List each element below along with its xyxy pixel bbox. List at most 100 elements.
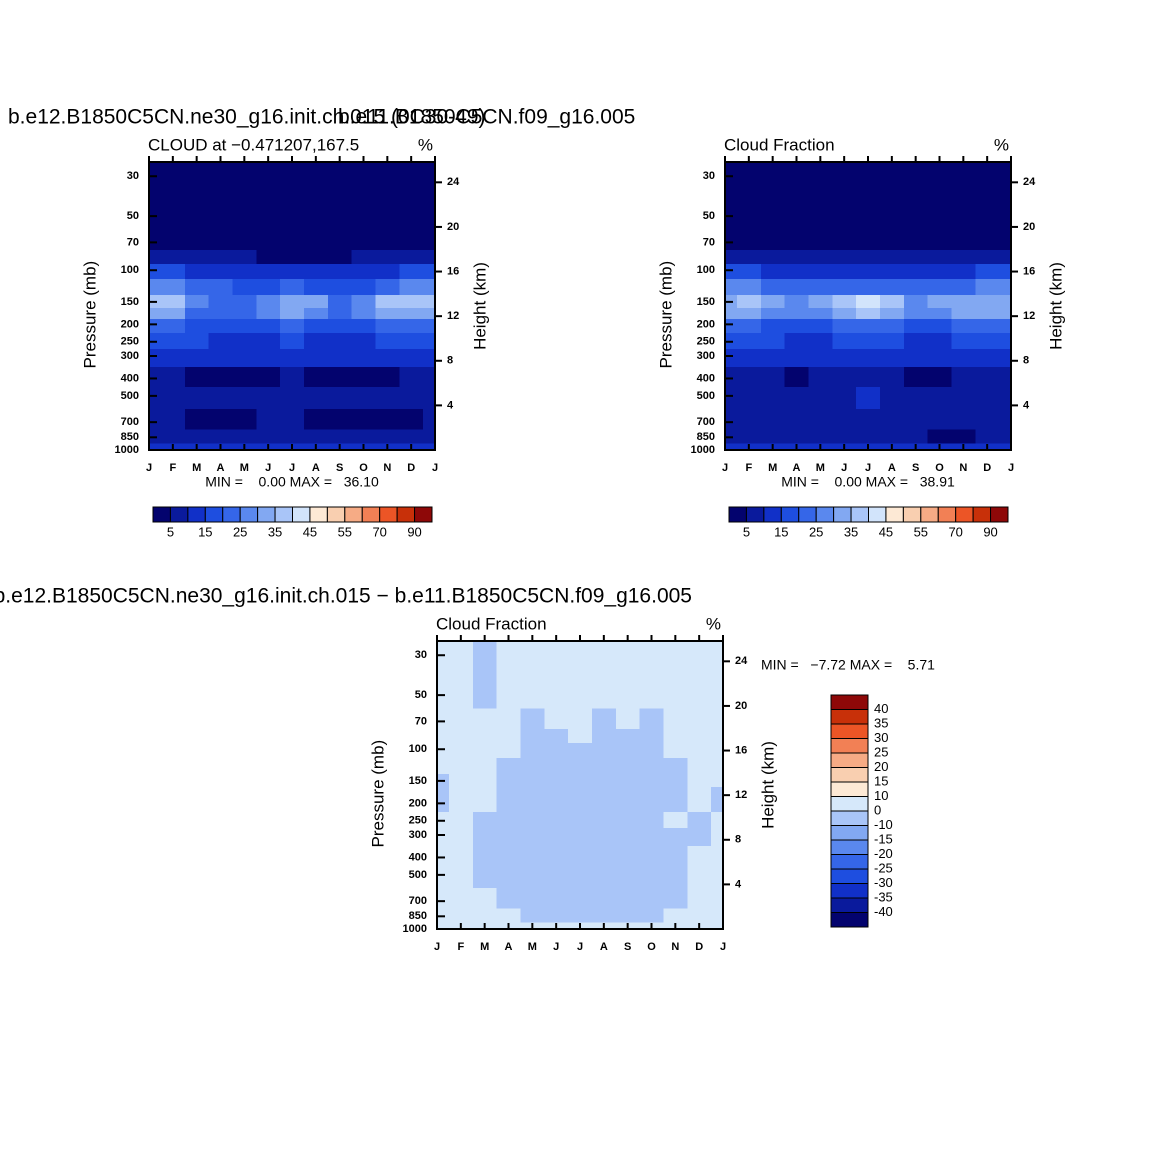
- contour-cell: [784, 263, 809, 280]
- colorbar-label: 45: [303, 524, 317, 539]
- contour-cell: [520, 773, 545, 788]
- contour-cell: [615, 757, 641, 775]
- contour-cell: [975, 294, 1000, 309]
- colorbar-label: 15: [874, 773, 888, 788]
- contour-cell: [437, 728, 450, 744]
- contour-cell: [496, 866, 521, 889]
- contour-cell: [975, 249, 1000, 265]
- contour-cell: [856, 196, 881, 230]
- contour-cell: [999, 278, 1012, 296]
- contour-cell: [903, 387, 929, 410]
- contour-cell: [208, 307, 233, 320]
- x-tick-label: M: [528, 941, 537, 953]
- contour-cell: [711, 922, 724, 930]
- contour-cell: [232, 333, 257, 350]
- y2-tick-label: 16: [1023, 265, 1035, 277]
- contour-cell: [927, 429, 952, 445]
- contour-cell: [184, 348, 210, 368]
- colorbar-label: 55: [914, 524, 928, 539]
- y-tick-label: 500: [409, 869, 427, 881]
- contour-cell: [232, 429, 257, 445]
- chart-title: b.e12.B1850C5CN.ne30_g16.init.ch.015 − b…: [0, 585, 692, 608]
- contour-cell: [784, 429, 809, 445]
- colorbar-box: [830, 883, 869, 899]
- contour-cell: [184, 278, 210, 296]
- contour-cell: [568, 773, 593, 788]
- y-tick-label: 150: [121, 296, 139, 308]
- contour-cell: [975, 348, 1000, 368]
- contour-cell: [423, 263, 436, 280]
- contour-cell: [149, 229, 162, 251]
- contour-cell: [711, 742, 724, 759]
- contour-cell: [437, 708, 450, 730]
- contour-cell: [760, 196, 786, 230]
- contour-cell: [160, 229, 186, 251]
- contour-cell: [725, 387, 738, 410]
- x-tick-label: M: [240, 462, 249, 474]
- contour-cell: [856, 429, 881, 445]
- contour-cell: [520, 742, 545, 759]
- contour-cell: [448, 827, 474, 847]
- colorbar-box: [309, 506, 328, 523]
- colorbar-box: [222, 506, 241, 523]
- contour-cell: [208, 409, 233, 431]
- contour-cell: [927, 196, 952, 230]
- contour-cell: [760, 429, 786, 445]
- contour-cell: [256, 429, 281, 445]
- contour-cell: [927, 294, 952, 309]
- y-tick-label: 500: [121, 390, 139, 402]
- contour-cell: [711, 728, 724, 744]
- contour-cell: [999, 409, 1012, 431]
- contour-cell: [615, 708, 641, 730]
- contour-cell: [999, 348, 1012, 368]
- contour-cell: [999, 249, 1012, 265]
- y2-tick-label: 8: [447, 355, 453, 367]
- x-tick-label: M: [768, 462, 777, 474]
- contour-cell: [736, 387, 762, 410]
- contour-cell: [520, 786, 545, 799]
- contour-cell: [639, 641, 664, 676]
- contour-cell: [423, 367, 436, 388]
- contour-cell: [568, 827, 593, 847]
- contour-cell: [160, 162, 186, 197]
- contour-cell: [208, 348, 233, 368]
- contour-cell: [711, 908, 724, 924]
- contour-cell: [639, 846, 664, 867]
- colorbar-label: -25: [874, 860, 893, 875]
- contour-cell: [725, 162, 738, 197]
- contour-cell: [423, 229, 436, 251]
- contour-cell: [951, 333, 976, 350]
- contour-cell: [760, 263, 786, 280]
- y-tick-label: 300: [409, 829, 427, 841]
- contour-cell: [280, 409, 305, 431]
- contour-cell: [568, 728, 593, 744]
- contour-cell: [544, 641, 569, 676]
- contour-cell: [999, 263, 1012, 280]
- contour-cell: [927, 162, 952, 197]
- contour-cell: [303, 294, 329, 309]
- contour-cell: [208, 367, 233, 388]
- contour-cell: [879, 367, 905, 388]
- contour-cell: [879, 387, 905, 410]
- contour-cell: [615, 866, 641, 889]
- contour-cell: [448, 866, 474, 889]
- contour-cell: [856, 367, 881, 388]
- contour-cell: [639, 866, 664, 889]
- colorbar-label: 15: [774, 524, 788, 539]
- contour-cell: [663, 708, 688, 730]
- contour-cell: [568, 742, 593, 759]
- contour-cell: [496, 675, 521, 709]
- contour-cell: [760, 409, 786, 431]
- contour-cell: [687, 708, 712, 730]
- contour-cell: [472, 786, 498, 799]
- unit: %: [418, 135, 433, 154]
- contour-cell: [303, 278, 329, 296]
- contour-cell: [208, 263, 233, 280]
- contour-cell: [808, 319, 833, 334]
- contour-cell: [808, 278, 833, 296]
- contour-cell: [184, 367, 210, 388]
- contour-cell: [399, 348, 424, 368]
- y2-axis-label: Height (km): [470, 262, 489, 350]
- contour-cell: [832, 307, 857, 320]
- contour-cell: [184, 333, 210, 350]
